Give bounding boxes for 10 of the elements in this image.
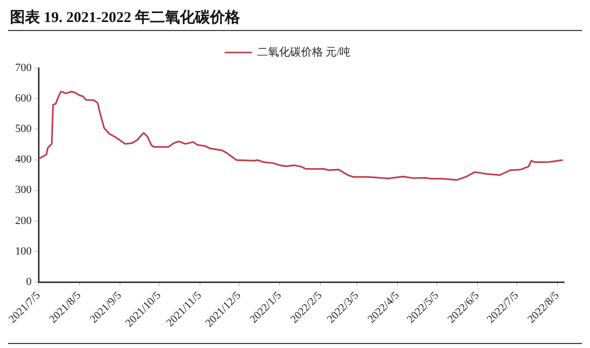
y-tick-label: 0 <box>26 276 32 288</box>
y-tick-label: 500 <box>15 123 32 136</box>
y-tick-label: 200 <box>15 214 32 227</box>
y-tick-label: 100 <box>15 245 32 258</box>
y-tick-label: 700 <box>15 62 32 74</box>
y-tick-label: 300 <box>15 184 32 196</box>
y-tick-label: 400 <box>15 154 32 166</box>
legend-label: 二氧化碳价格 元/吨 <box>256 45 351 58</box>
y-tick-label: 600 <box>15 92 32 104</box>
chart-title: 图表 19. 2021-2022 年二氧化碳价格 <box>9 8 241 28</box>
